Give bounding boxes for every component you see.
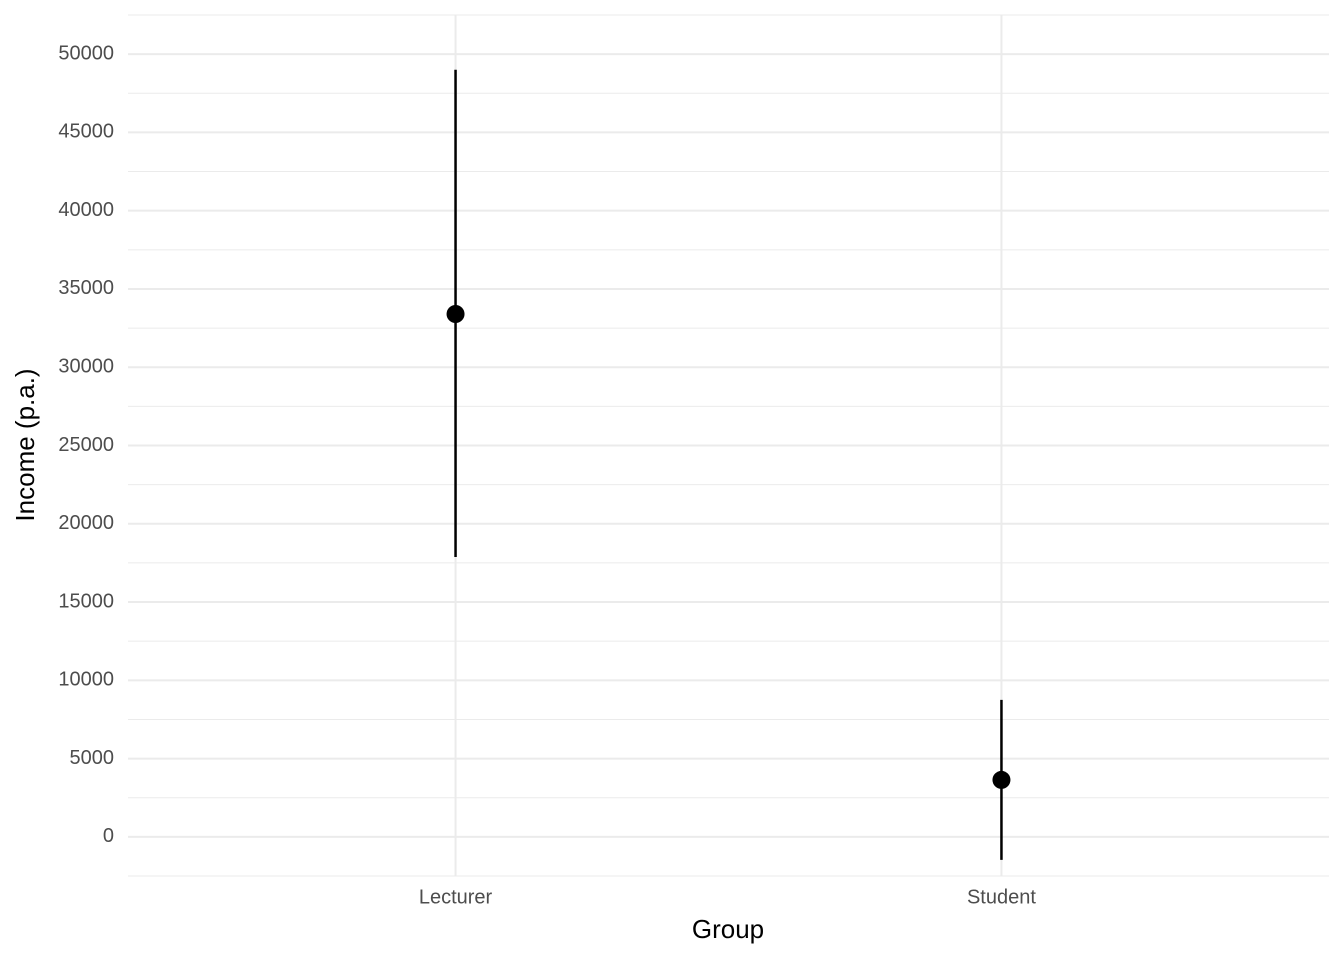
y-tick-label: 30000 <box>58 356 114 378</box>
point <box>992 770 1011 789</box>
x-axis-title: Group <box>692 914 764 944</box>
point <box>446 305 465 324</box>
x-tick-label: Lecturer <box>419 886 493 908</box>
y-tick-label: 25000 <box>58 434 114 456</box>
y-tick-label: 35000 <box>58 277 114 299</box>
y-tick-label: 45000 <box>58 121 114 143</box>
y-tick-label: 5000 <box>70 747 115 769</box>
y-tick-label: 20000 <box>58 512 114 534</box>
x-tick-label: Student <box>967 886 1036 908</box>
y-tick-label: 0 <box>103 825 114 847</box>
y-tick-label: 10000 <box>58 669 114 691</box>
y-tick-label: 15000 <box>58 590 114 612</box>
y-tick-label: 40000 <box>58 199 114 221</box>
y-axis-title: Income (p.a.) <box>10 368 40 521</box>
y-tick-label: 50000 <box>58 42 114 64</box>
